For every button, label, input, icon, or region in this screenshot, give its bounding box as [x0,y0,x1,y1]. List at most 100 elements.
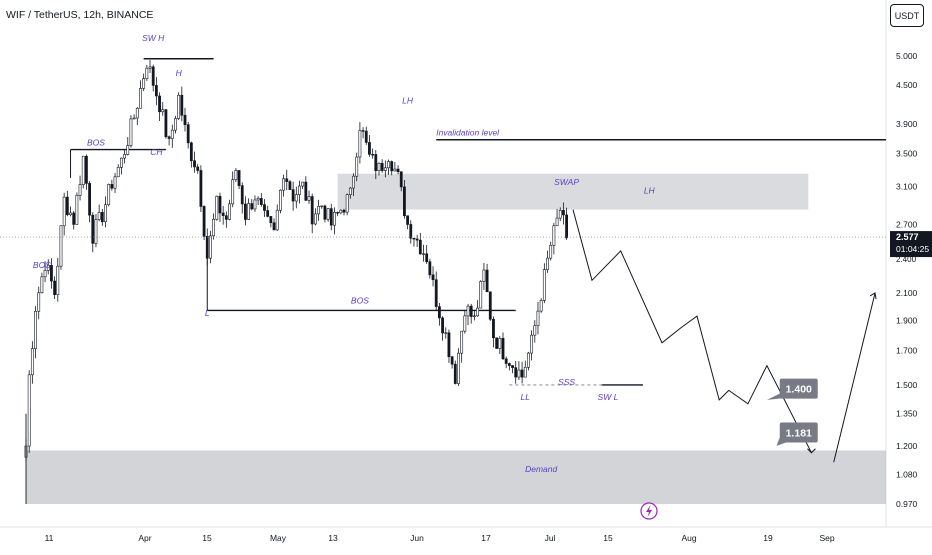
candle-body [88,183,92,216]
candle-up [530,330,534,361]
candle-down [285,169,289,191]
candle-down [304,176,308,201]
candle-up [161,102,165,116]
annotation-l: L [205,308,210,318]
candle-body [34,310,37,349]
candle-up [234,168,238,183]
candle-down [511,365,514,374]
candle-body [72,212,76,225]
candle-body [199,170,203,207]
candle-down [399,171,403,192]
candle-up [355,152,359,182]
candle-up [317,199,320,221]
candle-body [298,185,301,195]
candle-body [552,225,556,246]
candle-body [113,176,117,189]
candle-up [444,327,448,339]
candle-body [158,95,161,113]
candle-up [56,257,60,302]
annotation-lh: LH [402,96,414,106]
time-tick-label: Jun [410,533,424,543]
candle-down [418,232,422,255]
candle-up [177,92,181,121]
candle-up [348,187,352,199]
candle-down [428,258,432,279]
candle-body [81,155,85,185]
candle-down [390,160,394,176]
candle-up [476,300,479,317]
candle-body [501,338,505,360]
annotation-invalidation-level: Invalidation level [436,127,500,137]
annotation-ll: LL [521,392,531,402]
candle-body [272,222,276,231]
callout-box [779,378,818,399]
candle-down [259,193,263,207]
symbol-title: WIF / TetherUS, 12h, BINANCE [6,9,154,21]
candle-up [116,164,120,178]
projection-layer [572,209,877,463]
candle-body [75,195,79,225]
candle-body [167,136,171,139]
time-tick-label: 15 [202,533,212,543]
candle-body [511,365,514,368]
candle-body [69,212,72,216]
candle-up [132,114,136,120]
currency-button[interactable]: USDT [890,4,924,27]
price-tick-label: 1.080 [896,470,918,480]
candle-up [69,206,72,217]
candle-up [460,330,464,363]
price-axis[interactable]: 5.000 4.500 3.900 3.500 3.100 2.700 2.100 1.900… [896,51,918,509]
candle-body [562,210,565,216]
candle-down [224,211,228,228]
annotation-lh: LH [644,186,656,196]
candle-up [275,204,279,231]
candle-down [485,263,489,293]
price-tick-label: 5.000 [896,51,918,61]
candle-up [107,183,111,207]
candle-down [374,150,378,180]
projection-arrowhead [807,448,816,454]
candle-down [272,218,276,231]
recovery-arrow [833,292,876,463]
price-tick-label: 3.100 [896,182,918,192]
candle-down [250,199,254,211]
candle-body [352,175,355,189]
candle-down [65,190,69,217]
candle-up [352,173,355,197]
current-price-tag: 2.400 2.577 01:04:25 [0,231,932,264]
candle-body [37,292,41,312]
candle-up [231,171,235,208]
candle-body [520,369,524,378]
candle-body [514,367,518,378]
candle-body [135,107,139,119]
candle-body [320,205,324,208]
event-lightning-icon[interactable] [640,502,658,520]
candle-body [275,209,279,231]
candle-up [174,115,177,134]
candle-down [180,86,184,122]
candle-body [193,160,196,168]
candle-body [393,168,397,172]
price-tick-label: 1.350 [896,409,918,419]
candle-body [53,280,57,296]
callout-pointer [766,393,789,400]
candle-body [453,363,457,384]
callout-box [779,422,818,443]
candle-up [345,193,349,216]
candle-down [288,179,292,190]
candle-down [450,355,454,369]
candle-down [237,169,241,190]
candle-body [555,217,559,227]
candle-up [129,115,133,148]
candle-down [469,303,473,324]
candle-body [215,195,219,220]
candle-body [65,196,69,216]
candle-up [463,309,467,334]
candle-body [412,237,416,240]
candle-body [221,212,225,216]
time-axis[interactable]: 11 Apr 15 May 13 Jun 17 Jul 15 Aug 19 Sep [45,533,835,543]
candle-down [110,179,114,191]
candle-body [409,224,413,239]
candle-down [193,151,196,173]
